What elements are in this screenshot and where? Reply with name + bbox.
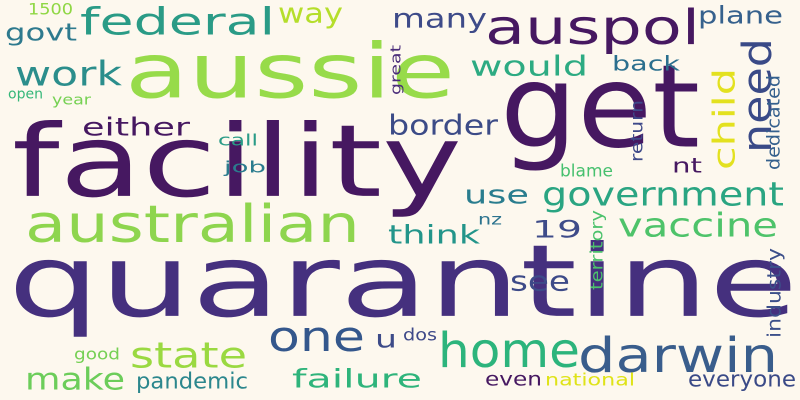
- word-state: state: [130, 335, 247, 377]
- word-work: work: [15, 54, 122, 94]
- word-use: use: [464, 179, 529, 210]
- word-nt: nt: [672, 155, 702, 178]
- word-u: u: [375, 324, 397, 354]
- word-either: either: [82, 112, 190, 142]
- word-call: call: [218, 131, 258, 150]
- word-facility: facility: [12, 103, 462, 221]
- word-even: even: [485, 368, 542, 390]
- word-failure: failure: [292, 363, 422, 394]
- word-aussie: aussie: [125, 27, 455, 117]
- word-dedicated: dedicated: [762, 75, 784, 170]
- word-blame: blame: [560, 161, 613, 181]
- word-federal: federal: [80, 0, 275, 44]
- word-1500: 1500: [28, 0, 73, 19]
- word-plane: plane: [698, 2, 783, 30]
- word-national: national: [545, 370, 635, 390]
- word-everyone: everyone: [688, 366, 796, 392]
- word-way: way: [278, 0, 343, 30]
- word-get: get: [500, 40, 700, 174]
- word-think: think: [388, 219, 480, 250]
- word-one: one: [268, 312, 365, 362]
- word-year: year: [52, 91, 91, 108]
- word-child: child: [707, 68, 743, 170]
- word-good: good: [74, 345, 120, 364]
- word-open: open: [8, 85, 43, 102]
- word-vaccine: vaccine: [618, 206, 778, 245]
- word-border: border: [388, 109, 498, 142]
- word-pandemic: pandemic: [136, 368, 248, 394]
- word-quarantine: quarantine: [8, 223, 798, 341]
- word-job: job: [224, 158, 266, 177]
- word-australian: australian: [25, 193, 360, 255]
- word-great: great: [387, 45, 404, 95]
- word-territory: territory: [587, 210, 607, 290]
- word-19: 19: [532, 216, 582, 244]
- word-industry: industry: [763, 248, 785, 338]
- word-many: many: [392, 3, 487, 35]
- word-auspol: auspol: [485, 0, 700, 56]
- word-dos: dos: [403, 325, 437, 345]
- word-darwin: darwin: [578, 327, 778, 384]
- word-government: government: [542, 175, 784, 214]
- word-make: make: [25, 362, 125, 398]
- word-see: see: [510, 265, 570, 298]
- word-govt: govt: [5, 19, 77, 47]
- word-would: would: [470, 50, 588, 83]
- word-home: home: [438, 322, 580, 379]
- word-return: return: [627, 100, 647, 162]
- word-nz: nz: [478, 211, 502, 229]
- word-back: back: [612, 53, 680, 76]
